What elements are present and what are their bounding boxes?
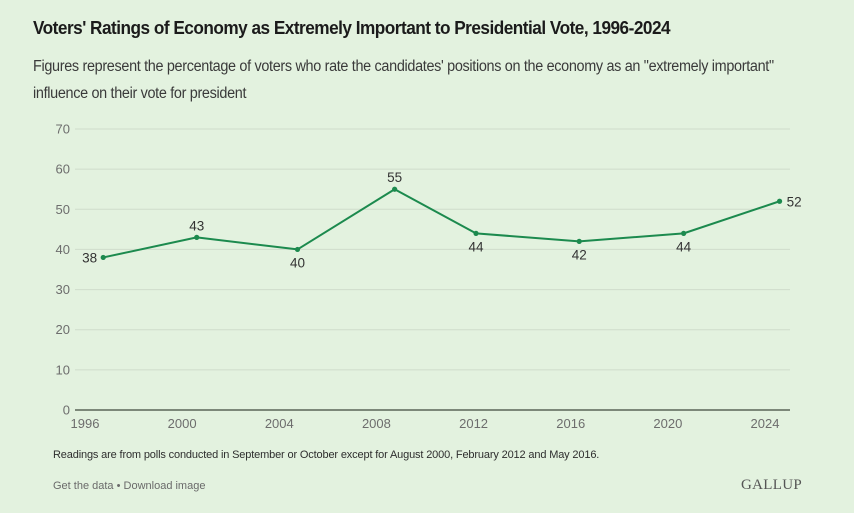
footer-links: Get the data • Download image — [53, 480, 205, 492]
y-tick-label-60: 60 — [56, 162, 70, 177]
data-label-2008: 55 — [387, 170, 402, 185]
y-tick-label-10: 10 — [56, 362, 70, 377]
data-point-2024 — [776, 198, 783, 204]
data-label-2020: 44 — [676, 239, 692, 254]
x-tick-label-2016: 2016 — [556, 416, 585, 431]
chart-title: Voters' Ratings of Economy as Extremely … — [33, 17, 671, 38]
data-point-2004 — [294, 246, 301, 253]
x-tick-label-2024: 2024 — [751, 416, 780, 431]
x-tick-label-2004: 2004 — [265, 416, 294, 431]
data-label-2012: 44 — [468, 239, 484, 254]
y-tick-label-70: 70 — [56, 122, 70, 137]
x-tick-label-2008: 2008 — [362, 416, 391, 431]
data-label-2024: 52 — [787, 194, 802, 209]
y-tick-label-40: 40 — [56, 242, 70, 257]
get-data-link[interactable]: Get the data — [53, 480, 114, 492]
data-point-2016 — [576, 238, 582, 244]
data-point-2000 — [194, 234, 200, 240]
y-tick-label-0: 0 — [63, 403, 70, 418]
data-label-1996: 38 — [82, 250, 97, 265]
data-label-2016: 42 — [572, 247, 587, 262]
link-separator: • — [113, 480, 124, 492]
y-tick-label-20: 20 — [56, 322, 70, 337]
data-point-2008 — [392, 186, 398, 192]
line-chart: 0 10 20 30 40 50 60 70 1996 2000 2004 2008 2012 2016… — [56, 122, 802, 432]
data-labels: 38 43 40 55 44 42 44 52 — [82, 170, 801, 270]
data-label-2004: 40 — [290, 255, 305, 270]
x-axis-ticks: 1996 2000 2004 2008 2012 2016 2020 2024 — [71, 416, 780, 431]
data-label-2000: 43 — [189, 218, 204, 233]
y-tick-label-30: 30 — [56, 282, 70, 297]
data-point-2012 — [473, 230, 479, 236]
data-point-1996 — [100, 254, 106, 261]
gridlines — [75, 128, 790, 371]
y-tick-label-50: 50 — [56, 202, 70, 217]
series-line — [103, 188, 780, 259]
x-tick-label-2020: 2020 — [653, 416, 682, 431]
x-tick-label-1996: 1996 — [71, 416, 100, 431]
chart-subtitle: Figures represent the percentage of vote… — [33, 58, 774, 102]
download-image-link[interactable]: Download image — [123, 480, 206, 492]
data-series — [100, 186, 783, 261]
x-tick-label-2000: 2000 — [168, 416, 197, 431]
x-tick-label-2012: 2012 — [459, 416, 488, 431]
gallup-logo: GALLUP — [741, 477, 802, 493]
footnote: Readings are from polls conducted in Sep… — [53, 449, 600, 461]
y-axis-ticks: 0 10 20 30 40 50 60 70 — [56, 122, 70, 418]
data-point-2020 — [681, 230, 687, 236]
